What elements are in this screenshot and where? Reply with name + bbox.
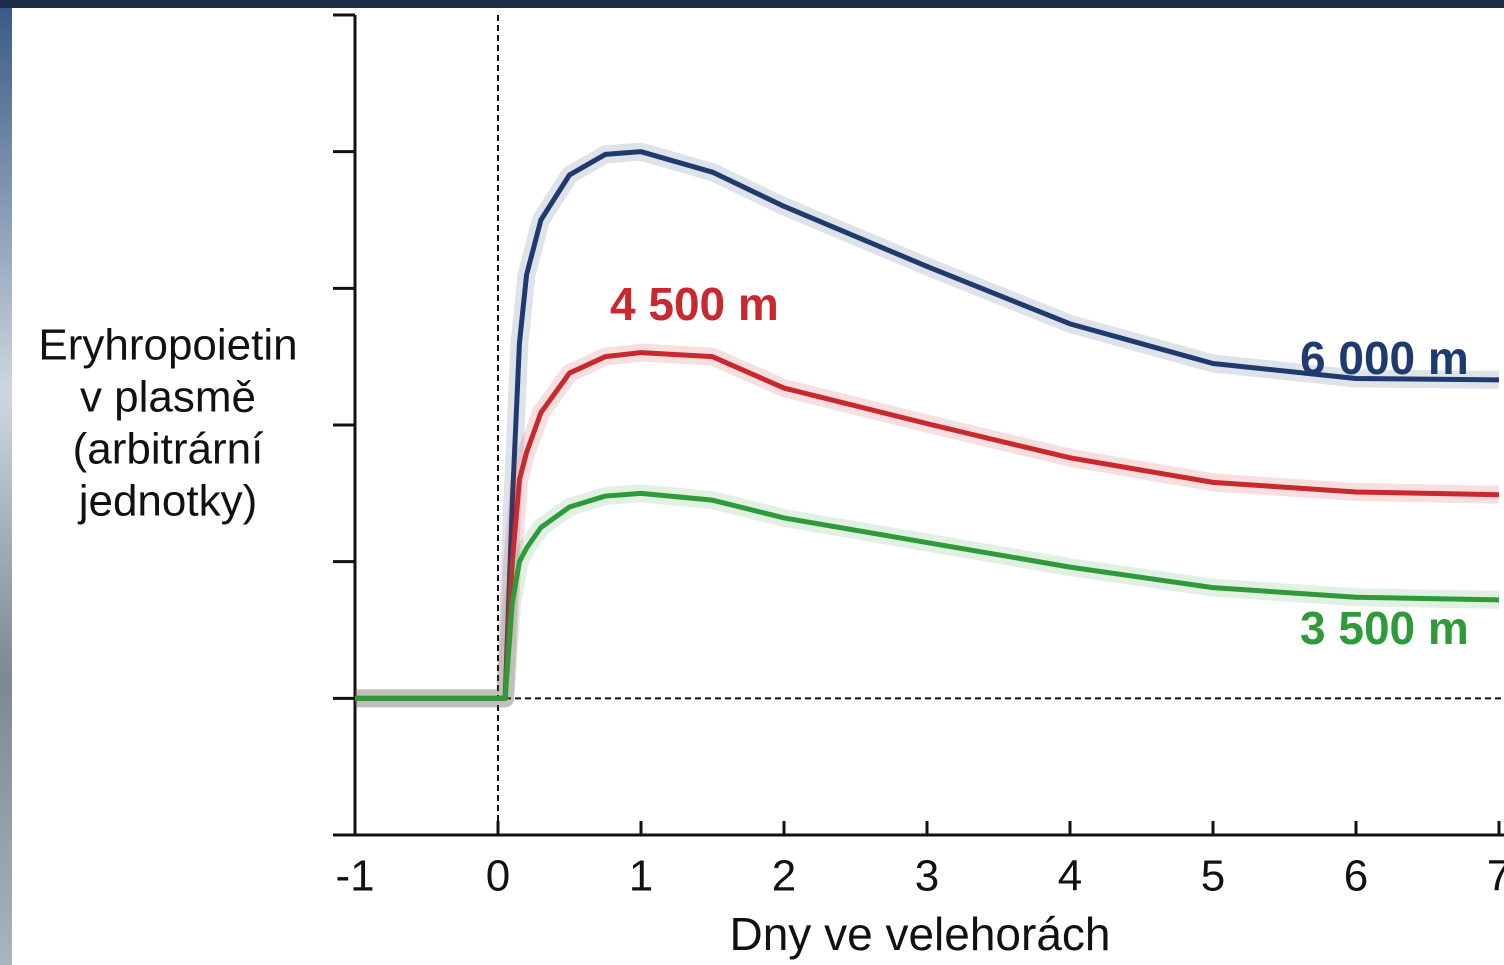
x-axis-label: Dny ve velehorách xyxy=(730,908,1111,960)
x-tick-label: 5 xyxy=(1201,852,1225,901)
series-label: 6 000 m xyxy=(1300,332,1469,384)
x-tick-label: -1 xyxy=(335,852,374,901)
x-tick-label: 0 xyxy=(486,852,510,901)
series-line xyxy=(355,490,1500,701)
y-axis-label-line: v plasmě xyxy=(80,373,256,422)
y-axis-label-line: jednotky) xyxy=(77,477,258,526)
x-tick-label: 6 xyxy=(1344,852,1368,901)
x-tick-label: 7 xyxy=(1487,852,1504,901)
x-tick-label: 1 xyxy=(629,852,653,901)
photo-strip xyxy=(0,8,14,965)
x-tick-label: 3 xyxy=(915,852,939,901)
y-axis-label-line: Eryhropoietin xyxy=(38,321,297,370)
x-tick-label: 4 xyxy=(1058,852,1082,901)
series-label: 3 500 m xyxy=(1300,602,1469,654)
y-axis-label-line: (arbitrární xyxy=(73,425,264,474)
series-label: 4 500 m xyxy=(610,278,779,330)
x-tick-label: 2 xyxy=(772,852,796,901)
